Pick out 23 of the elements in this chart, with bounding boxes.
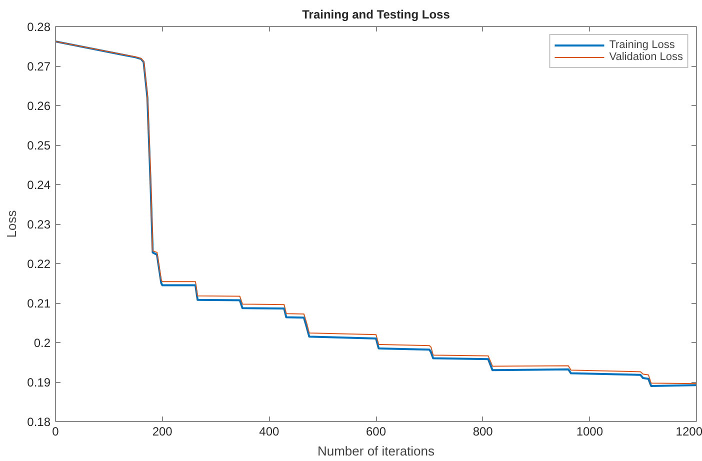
- x-axis-title: Number of iterations: [317, 444, 436, 458]
- legend-label: Validation Loss: [609, 51, 683, 63]
- x-tick-label: 200: [152, 424, 173, 438]
- y-tick-label: 0.21: [27, 296, 51, 310]
- x-tick-label: 0: [52, 424, 60, 438]
- y-tick-label: 0.22: [27, 257, 51, 271]
- x-tick-label: 1200: [676, 424, 702, 438]
- y-tick-label: 0.24: [27, 178, 51, 192]
- y-tick-label: 0.2: [34, 336, 51, 350]
- y-tick-label: 0.23: [27, 218, 51, 232]
- y-tick-label: 0.27: [27, 60, 51, 74]
- x-tick-label: 1000: [576, 424, 604, 438]
- y-tick-label: 0.28: [27, 20, 51, 34]
- x-tick-label: 400: [259, 424, 280, 438]
- chart-title: Training and Testing Loss: [302, 8, 450, 22]
- y-axis-title: Loss: [4, 210, 20, 238]
- y-tick-label: 0.26: [27, 99, 51, 113]
- legend-label: Training Loss: [609, 39, 675, 51]
- y-tick-label: 0.19: [27, 376, 51, 390]
- y-tick-label: 0.18: [27, 415, 51, 429]
- x-tick-label: 800: [472, 424, 494, 438]
- y-tick-label: 0.25: [27, 138, 51, 152]
- x-tick-label: 600: [366, 424, 386, 438]
